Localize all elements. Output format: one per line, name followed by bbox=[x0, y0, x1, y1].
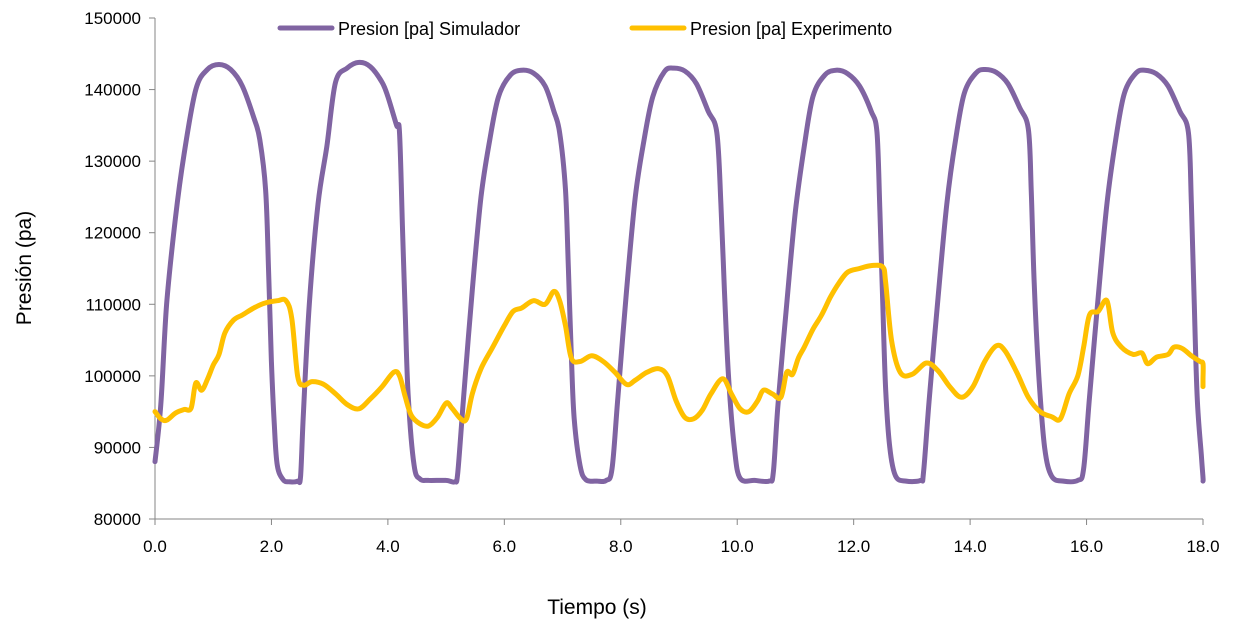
x-tick-label: 2.0 bbox=[260, 537, 284, 556]
series-lines bbox=[152, 59, 1206, 486]
x-tick-label: 6.0 bbox=[493, 537, 517, 556]
y-tick-label: 110000 bbox=[86, 295, 141, 314]
y-tick-label: 80000 bbox=[94, 510, 141, 529]
x-tick-label: 8.0 bbox=[609, 537, 633, 556]
y-tick-label: 150000 bbox=[84, 9, 141, 28]
y-tick-label: 140000 bbox=[84, 81, 141, 100]
x-tick-labels: 0.0 2.0 4.0 6.0 8.0 10.0 12.0 14.0 16.0 18.0 bbox=[143, 537, 1219, 556]
legend-label-simulador: Presion [pa] Simulador bbox=[338, 19, 520, 39]
y-tick-label: 100000 bbox=[84, 367, 141, 386]
x-axis-title: Tiempo (s) bbox=[547, 596, 647, 619]
y-axis-title: Presión (pa) bbox=[13, 211, 36, 325]
series-line-experimento bbox=[152, 262, 1206, 429]
y-tick-label: 120000 bbox=[84, 224, 141, 243]
x-tick-label: 16.0 bbox=[1070, 537, 1103, 556]
x-tick-label: 14.0 bbox=[954, 537, 987, 556]
y-tick-labels: 80000 90000 100000 110000 120000 130000 140000… bbox=[84, 9, 141, 529]
y-tick-label: 90000 bbox=[94, 438, 141, 457]
axes bbox=[149, 17, 1204, 525]
x-tick-label: 0.0 bbox=[143, 537, 167, 556]
y-tick-label: 130000 bbox=[84, 152, 141, 171]
legend: Presion [pa] Simulador Presion [pa] Expe… bbox=[277, 19, 892, 39]
x-tick-label: 18.0 bbox=[1186, 537, 1219, 556]
x-tick-label: 12.0 bbox=[837, 537, 870, 556]
x-tick-label: 10.0 bbox=[721, 537, 754, 556]
series-line-simulador bbox=[152, 59, 1206, 486]
legend-label-experimento: Presion [pa] Experimento bbox=[690, 19, 892, 39]
x-tick-label: 4.0 bbox=[376, 537, 400, 556]
